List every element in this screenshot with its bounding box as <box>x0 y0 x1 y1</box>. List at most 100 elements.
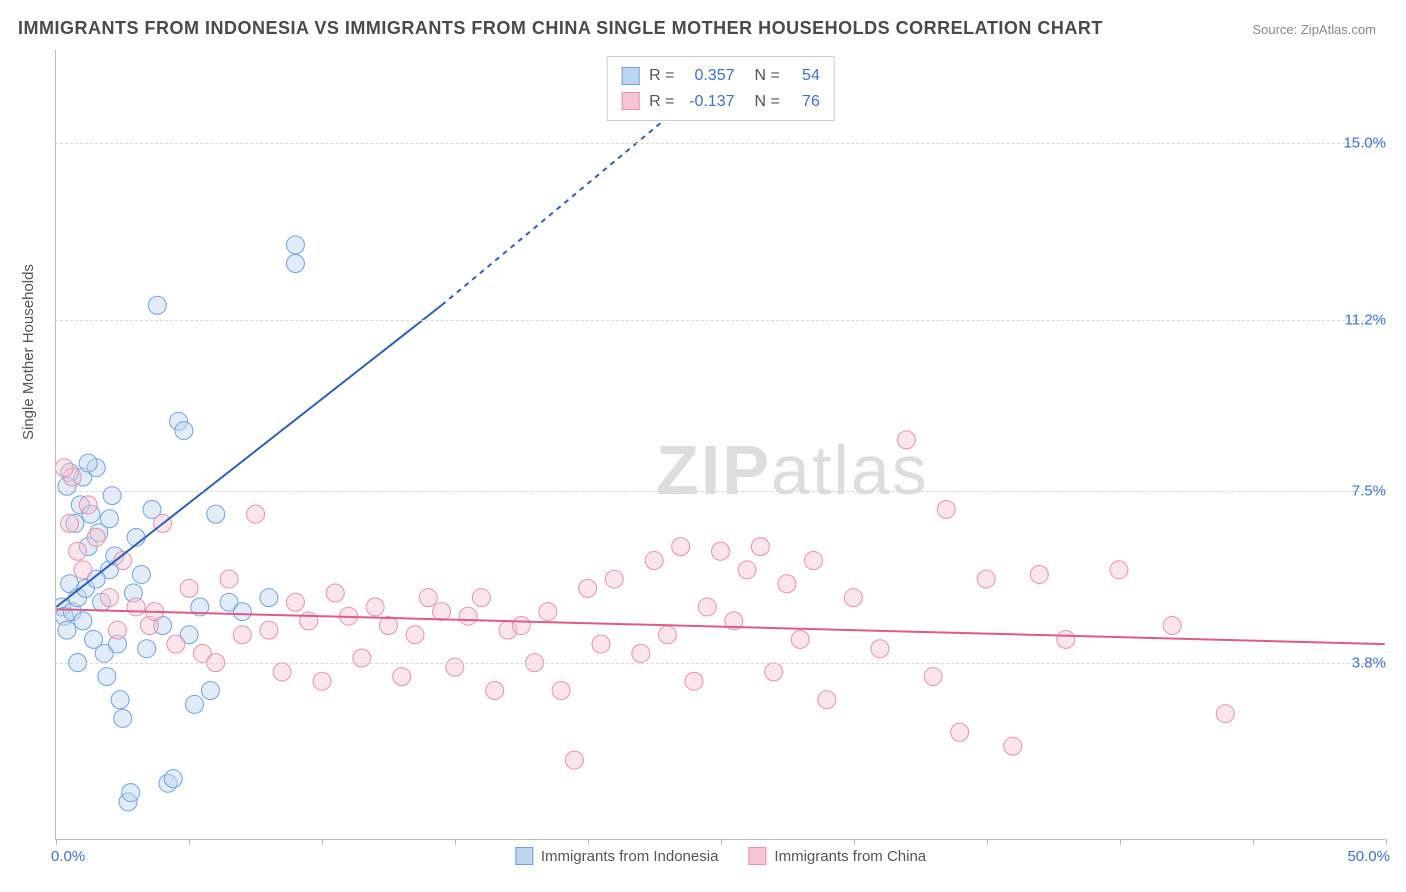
scatter-point-indonesia <box>175 422 193 440</box>
scatter-point-china <box>937 500 955 518</box>
scatter-point-china <box>1030 565 1048 583</box>
scatter-point-china <box>605 570 623 588</box>
scatter-point-china <box>313 672 331 690</box>
scatter-point-china <box>765 663 783 681</box>
scatter-point-china <box>1163 617 1181 635</box>
grid-line <box>55 491 1385 492</box>
stats-box: R = 0.357 N = 54 R = -0.137 N = 76 <box>606 56 835 121</box>
scatter-point-china <box>300 612 318 630</box>
scatter-point-china <box>326 584 344 602</box>
scatter-point-china <box>220 570 238 588</box>
stats-r-value: -0.137 <box>685 89 735 115</box>
stats-row: R = 0.357 N = 54 <box>621 63 820 89</box>
scatter-point-china <box>672 538 690 556</box>
scatter-point-china <box>512 617 530 635</box>
scatter-point-china <box>1004 737 1022 755</box>
x-max-label: 50.0% <box>1347 848 1390 865</box>
scatter-point-indonesia <box>207 505 225 523</box>
stats-swatch <box>621 92 639 110</box>
regression-line-indonesia <box>56 305 441 607</box>
scatter-point-china <box>804 552 822 570</box>
scatter-point-china <box>393 668 411 686</box>
scatter-point-indonesia <box>201 681 219 699</box>
x-tick <box>322 839 323 845</box>
x-tick <box>987 839 988 845</box>
stats-n-value: 76 <box>790 89 820 115</box>
stats-r-value: 0.357 <box>685 63 735 89</box>
x-tick <box>56 839 57 845</box>
scatter-point-china <box>286 593 304 611</box>
scatter-point-china <box>446 658 464 676</box>
y-tick-label: 11.2% <box>1345 311 1386 328</box>
x-tick <box>189 839 190 845</box>
y-tick-label: 3.8% <box>1352 655 1386 672</box>
stats-r-label: R = <box>649 89 674 115</box>
legend-swatch <box>515 847 533 865</box>
scatter-point-indonesia <box>58 621 76 639</box>
x-tick <box>721 839 722 845</box>
scatter-point-china <box>472 589 490 607</box>
scatter-point-china <box>433 603 451 621</box>
scatter-point-china <box>778 575 796 593</box>
stats-n-label: N = <box>755 63 780 89</box>
scatter-point-china <box>951 723 969 741</box>
scatter-point-china <box>260 621 278 639</box>
plot-area: ZIPatlas R = 0.357 N = 54 R = -0.137 N =… <box>55 50 1385 840</box>
y-tick-label: 15.0% <box>1343 134 1386 151</box>
scatter-point-indonesia <box>103 487 121 505</box>
grid-line <box>55 143 1385 144</box>
scatter-point-china <box>1110 561 1128 579</box>
x-tick <box>455 839 456 845</box>
scatter-point-china <box>100 589 118 607</box>
scatter-point-china <box>87 528 105 546</box>
scatter-point-china <box>1057 630 1075 648</box>
stats-swatch <box>621 67 639 85</box>
scatter-point-indonesia <box>148 296 166 314</box>
grid-line <box>55 663 1385 664</box>
scatter-point-indonesia <box>111 691 129 709</box>
scatter-point-china <box>871 640 889 658</box>
scatter-point-china <box>233 626 251 644</box>
chart-title: IMMIGRANTS FROM INDONESIA VS IMMIGRANTS … <box>18 18 1103 39</box>
x-tick <box>1120 839 1121 845</box>
chart-container: ZIPatlas R = 0.357 N = 54 R = -0.137 N =… <box>55 50 1385 840</box>
scatter-point-china <box>552 681 570 699</box>
scatter-point-china <box>406 626 424 644</box>
legend-swatch <box>748 847 766 865</box>
scatter-point-china <box>592 635 610 653</box>
scatter-point-china <box>632 644 650 662</box>
scatter-point-indonesia <box>164 770 182 788</box>
scatter-point-indonesia <box>114 709 132 727</box>
scatter-point-indonesia <box>138 640 156 658</box>
scatter-point-china <box>419 589 437 607</box>
legend-label: Immigrants from Indonesia <box>541 848 719 865</box>
scatter-point-indonesia <box>74 612 92 630</box>
x-tick <box>588 839 589 845</box>
scatter-point-indonesia <box>79 454 97 472</box>
y-tick-label: 7.5% <box>1352 483 1386 500</box>
scatter-point-china <box>180 579 198 597</box>
scatter-point-china <box>167 635 185 653</box>
scatter-point-china <box>459 607 477 625</box>
stats-row: R = -0.137 N = 76 <box>621 89 820 115</box>
scatter-point-china <box>977 570 995 588</box>
scatter-point-indonesia <box>132 565 150 583</box>
scatter-point-china <box>486 681 504 699</box>
scatter-point-china <box>698 598 716 616</box>
grid-line <box>55 320 1385 321</box>
regression-line-china <box>56 609 1384 644</box>
scatter-point-china <box>247 505 265 523</box>
scatter-point-indonesia <box>100 510 118 528</box>
scatter-point-china <box>61 514 79 532</box>
scatter-point-china <box>127 598 145 616</box>
scatter-point-china <box>712 542 730 560</box>
scatter-point-indonesia <box>260 589 278 607</box>
scatter-point-china <box>366 598 384 616</box>
legend-item: Immigrants from Indonesia <box>515 847 719 865</box>
scatter-point-china <box>1216 705 1234 723</box>
scatter-point-china <box>74 561 92 579</box>
scatter-point-indonesia <box>98 668 116 686</box>
scatter-point-china <box>751 538 769 556</box>
scatter-point-china <box>56 459 73 477</box>
scatter-point-indonesia <box>286 255 304 273</box>
